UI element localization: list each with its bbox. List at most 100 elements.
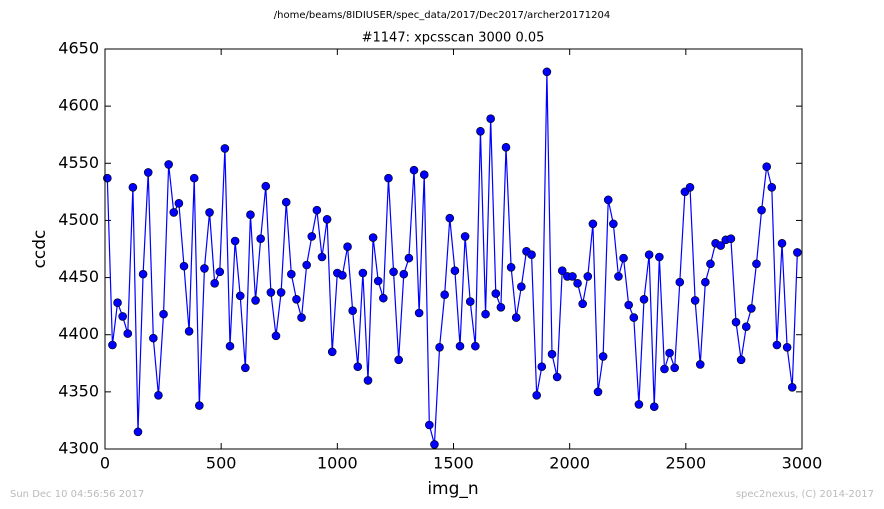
point — [670, 363, 679, 373]
point — [511, 313, 521, 322]
point — [782, 342, 792, 352]
point — [179, 261, 189, 271]
suptitle: /home/beams/8IDIUSER/spec_data/2017/Dec2… — [274, 10, 610, 21]
point — [741, 322, 751, 332]
point — [384, 173, 393, 183]
point — [200, 264, 209, 273]
point — [557, 266, 567, 276]
point — [195, 401, 204, 410]
point — [588, 219, 598, 229]
point — [230, 236, 240, 246]
point — [506, 262, 516, 272]
point — [312, 205, 322, 215]
point — [373, 276, 383, 286]
point — [655, 252, 664, 262]
point — [235, 291, 245, 301]
point — [409, 165, 419, 175]
point — [174, 198, 184, 208]
point — [353, 362, 363, 372]
point — [302, 260, 311, 270]
point — [501, 142, 511, 152]
x-tick-label: 2000 — [549, 454, 590, 473]
point — [614, 272, 623, 281]
y-tick-label: 4450 — [58, 267, 99, 286]
point — [767, 182, 777, 192]
point — [297, 313, 306, 322]
point — [793, 248, 802, 257]
point — [542, 67, 552, 77]
point — [752, 259, 761, 269]
point — [404, 253, 414, 263]
point — [343, 242, 352, 252]
point — [481, 309, 490, 319]
point — [241, 363, 250, 373]
point — [747, 304, 756, 313]
x-tick-label: 1500 — [433, 454, 474, 473]
series-line — [106, 71, 798, 445]
point — [619, 253, 628, 263]
point — [675, 277, 685, 287]
point — [348, 306, 357, 316]
point — [772, 340, 782, 350]
point — [537, 362, 547, 372]
point — [568, 272, 577, 281]
point — [578, 299, 587, 309]
point — [660, 364, 669, 374]
point — [665, 348, 674, 358]
point — [205, 208, 214, 217]
point — [394, 355, 403, 365]
point — [220, 144, 230, 153]
point — [593, 387, 603, 397]
point — [271, 331, 281, 341]
point — [276, 288, 286, 297]
point — [159, 309, 168, 319]
point — [169, 208, 179, 217]
point — [261, 181, 271, 191]
point — [123, 329, 133, 338]
point — [701, 277, 710, 287]
footer-right: spec2nexus, (C) 2014-2017 — [736, 489, 874, 500]
point — [322, 214, 332, 224]
point — [787, 382, 797, 392]
point — [246, 210, 255, 220]
point — [266, 288, 276, 297]
point — [706, 259, 715, 269]
point — [465, 297, 475, 306]
x-tick-label: 2500 — [665, 454, 706, 473]
point — [358, 268, 368, 278]
point — [327, 347, 337, 357]
point — [138, 269, 148, 279]
point — [118, 312, 127, 321]
point — [184, 326, 194, 336]
point — [143, 168, 153, 177]
point — [430, 440, 439, 449]
point — [777, 238, 787, 248]
point — [731, 317, 741, 327]
point — [532, 390, 541, 400]
point — [215, 267, 225, 277]
point — [363, 376, 373, 385]
point — [685, 182, 695, 192]
point — [251, 296, 260, 305]
point — [736, 355, 746, 365]
y-tick-label: 4600 — [58, 96, 99, 115]
point — [419, 170, 429, 180]
point — [603, 195, 613, 205]
point — [435, 342, 444, 352]
point — [450, 266, 460, 276]
point — [399, 269, 409, 279]
point — [649, 402, 659, 412]
point — [292, 294, 301, 304]
point — [307, 232, 317, 241]
point — [189, 173, 199, 183]
y-axis-label: ccdc — [30, 230, 50, 269]
point — [379, 293, 388, 303]
point — [108, 340, 117, 350]
x-tick-label: 500 — [206, 454, 237, 473]
point — [460, 232, 470, 241]
point — [639, 294, 649, 304]
point — [425, 420, 434, 430]
point — [527, 250, 536, 260]
point — [414, 308, 424, 318]
